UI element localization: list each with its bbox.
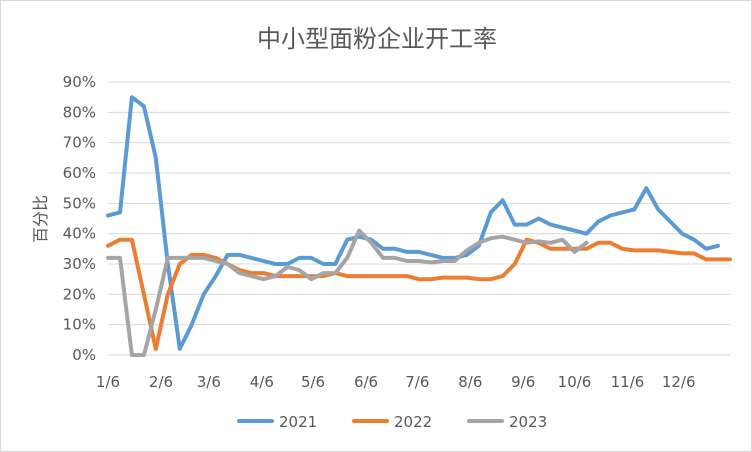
y-tick-label: 40% — [63, 225, 96, 243]
series-line-2021 — [106, 95, 720, 351]
y-tick-label: 0% — [72, 346, 96, 364]
x-tick-label: 7/6 — [405, 373, 429, 391]
x-tick-label: 2/6 — [149, 373, 173, 391]
y-tick-label: 60% — [63, 164, 96, 182]
x-tick-label: 9/6 — [511, 373, 535, 391]
y-tick-label: 50% — [63, 194, 96, 212]
x-tick-label: 4/6 — [250, 373, 274, 391]
y-tick-label: 70% — [63, 134, 96, 152]
legend-label-2023: 2023 — [509, 413, 547, 431]
legend-label-2022: 2022 — [394, 413, 432, 431]
y-axis-title: 百分比 — [31, 195, 50, 243]
x-axis-ticks: 1/6 2/6 3/6 4/6 5/6 6/6 7/6 8/6 9/6 10/6 11/6 12/6 — [96, 373, 696, 391]
x-tick-label: 6/6 — [354, 373, 378, 391]
y-tick-label: 10% — [63, 316, 96, 334]
gridlines — [108, 81, 730, 326]
x-tick-label: 3/6 — [197, 373, 221, 391]
x-tick-label: 8/6 — [458, 373, 482, 391]
x-tick-label: 1/6 — [96, 373, 120, 391]
x-tick-label: 11/6 — [611, 373, 645, 391]
series-line-2023 — [106, 228, 589, 357]
y-tick-label: 30% — [63, 255, 96, 273]
y-tick-label: 80% — [63, 103, 96, 121]
legend: 2021 2022 2023 — [237, 413, 547, 431]
x-tick-label: 5/6 — [301, 373, 325, 391]
legend-label-2021: 2021 — [279, 413, 317, 431]
x-tick-label: 12/6 — [662, 373, 696, 391]
y-tick-label: 90% — [63, 73, 96, 91]
x-tick-label: 10/6 — [558, 373, 592, 391]
chart-title: 中小型面粉企业开工率 — [257, 25, 497, 53]
series-lines — [106, 95, 732, 357]
y-axis-ticks: 0% 10% 20% 30% 40% 50% 60% 70% 80% 90% — [63, 73, 96, 364]
y-tick-label: 20% — [63, 285, 96, 303]
series-line-2022 — [106, 237, 732, 351]
